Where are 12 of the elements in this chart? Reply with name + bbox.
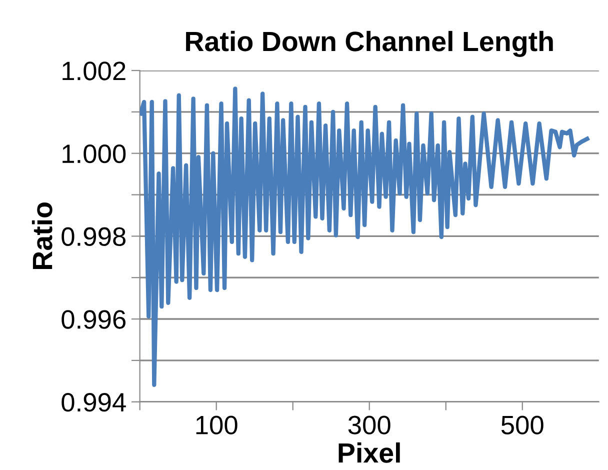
x-tick-label: 300 [348,416,390,434]
x-tick-label: 100 [196,416,238,434]
line-series [140,86,590,387]
y-tick-label: 0.996 [62,310,126,329]
y-tick-label: 0.998 [62,227,126,246]
y-tick-label: 0.994 [62,392,126,412]
x-tick-label: 500 [501,416,544,434]
chart-title: Ratio Down Channel Length [186,30,553,57]
y-tick-label: 1.002 [62,62,126,80]
y-tick-label: 1.000 [62,144,126,164]
y-axis-title: Ratio [32,202,52,270]
x-axis-title: Pixel [338,442,400,463]
